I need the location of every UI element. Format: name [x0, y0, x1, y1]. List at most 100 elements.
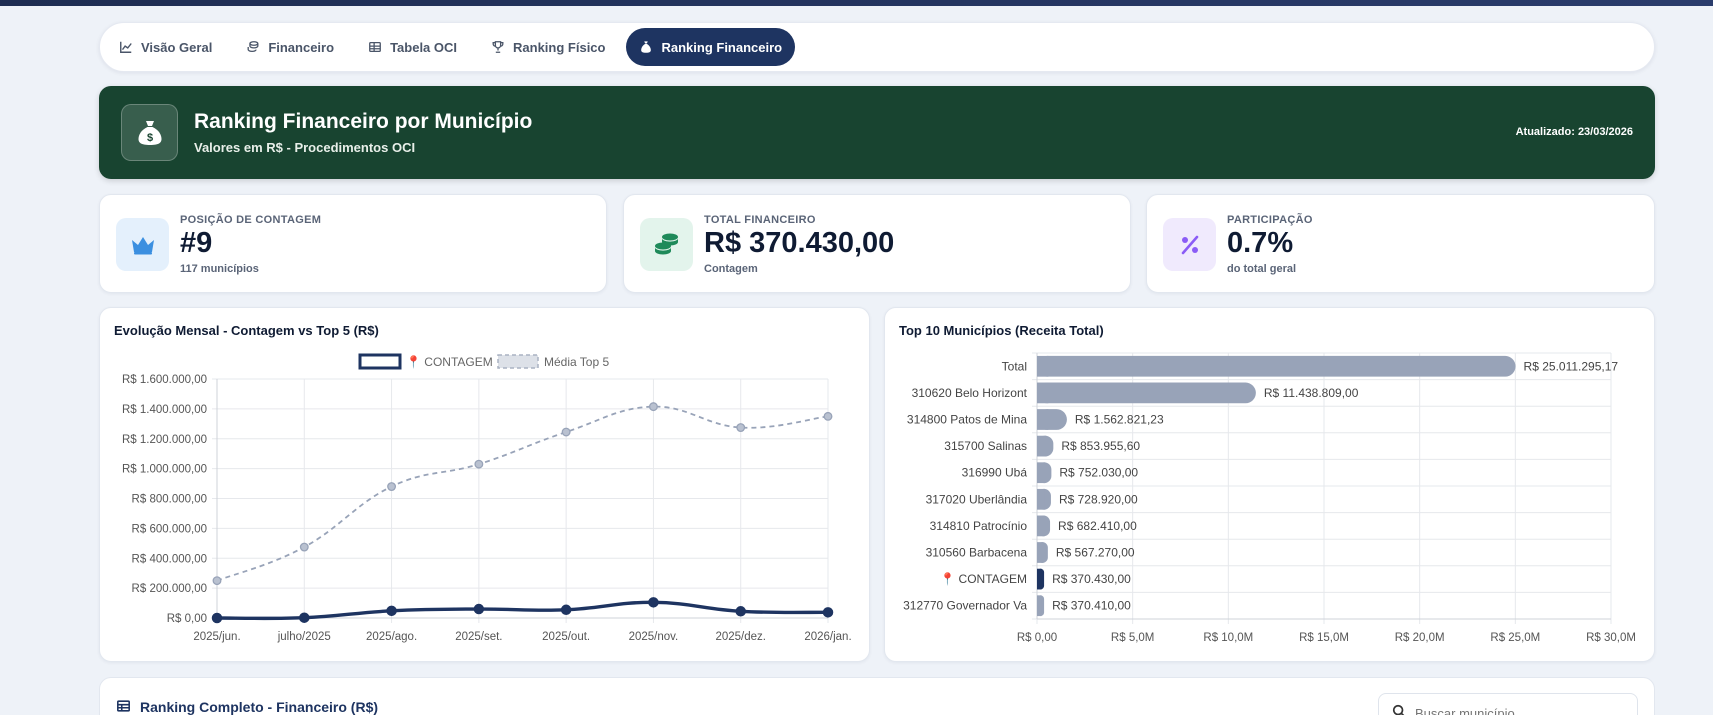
bar-chart: R$ 0,00 R$ 5,0M R$ 10,0M R$ 15,0M R$ 20,0M R$… — [903, 352, 1636, 644]
kpi-position: POSIÇÃO DE CONTAGEM #9 117 municípios — [99, 194, 607, 293]
bar-base — [1037, 382, 1049, 404]
point-contagem — [648, 597, 659, 608]
bar-base — [1037, 355, 1049, 377]
page-title: Ranking Financeiro por Município — [194, 110, 533, 133]
tab-label: Tabela OCI — [390, 39, 458, 55]
tab-ranking-financeiro[interactable]: Ranking Financeiro — [626, 28, 796, 66]
tab-financeiro[interactable]: Financeiro — [233, 28, 347, 66]
x-tick-label: 2026/jan. — [804, 631, 851, 643]
bar-base — [1037, 462, 1046, 484]
tab-ranking-fisico[interactable]: Ranking Físico — [478, 28, 618, 66]
tab-label: Ranking Físico — [513, 39, 606, 55]
table-icon — [369, 41, 381, 53]
x-tick-label: R$ 20,0M — [1395, 632, 1445, 644]
category-label: 316990 Ubá — [962, 466, 1028, 480]
y-tick-label: R$ 1.600.000,00 — [122, 374, 207, 386]
line-chart-icon — [120, 41, 132, 53]
kpi-label: POSIÇÃO DE CONTAGEM — [180, 214, 322, 226]
tab-label: Ranking Financeiro — [661, 39, 783, 55]
nav-tabs: Visão Geral Financeiro Tabela OCI Rankin… — [99, 22, 1655, 72]
kpi-label: TOTAL FINANCEIRO — [704, 214, 816, 226]
tab-label: Financeiro — [268, 39, 335, 55]
bar-value-label: R$ 682.410,00 — [1058, 519, 1137, 533]
money-bag-icon: $ — [121, 104, 178, 161]
bar — [1037, 382, 1256, 404]
bar-value-label: R$ 25.011.295,17 — [1524, 359, 1619, 373]
kpi-value: #9 — [180, 227, 213, 259]
bar-value-label: R$ 1.562.821,23 — [1075, 413, 1164, 427]
coins-icon — [247, 41, 259, 53]
point-media-top5 — [299, 542, 309, 552]
table-icon — [117, 700, 130, 712]
x-tick-label: R$ 30,0M — [1586, 632, 1636, 644]
bar — [1037, 355, 1516, 377]
y-tick-label: R$ 400.000,00 — [132, 553, 207, 565]
y-tick-label: R$ 0,00 — [167, 613, 207, 625]
kpi-total-financeiro: TOTAL FINANCEIRO R$ 370.430,00 Contagem — [623, 194, 1131, 293]
top-strip — [0, 0, 1713, 6]
bar-base — [1037, 542, 1044, 563]
bar-base — [1037, 409, 1049, 430]
page-header: $ Ranking Financeiro por Município Valor… — [99, 86, 1655, 179]
money-bag-icon — [641, 41, 652, 53]
x-tick-label: R$ 5,0M — [1111, 632, 1154, 644]
category-label: Total — [1002, 359, 1027, 373]
kpi-value: 0.7% — [1227, 227, 1294, 259]
x-tick-label: 2025/dez. — [715, 631, 766, 643]
bar-value-label: R$ 567.270,00 — [1056, 546, 1135, 560]
page-subtitle: Valores em R$ - Procedimentos OCI — [194, 140, 416, 155]
category-label: 📍 CONTAGEM — [940, 572, 1027, 586]
trophy-icon — [492, 41, 504, 53]
category-label: 314810 Patrocínio — [930, 519, 1028, 533]
point-contagem — [473, 603, 485, 615]
bar-value-label: R$ 370.430,00 — [1052, 572, 1131, 586]
ranking-title: Ranking Completo - Financeiro (R$) — [140, 699, 379, 715]
y-tick-label: R$ 1.000.000,00 — [122, 464, 207, 476]
y-tick-label: R$ 1.400.000,00 — [122, 404, 207, 416]
y-tick-label: R$ 800.000,00 — [132, 494, 207, 506]
point-contagem — [299, 612, 310, 623]
point-media-top5 — [387, 482, 397, 491]
point-contagem — [211, 612, 223, 624]
point-media-top5 — [736, 423, 746, 432]
bar-chart-panel: Top 10 Municípios (Receita Total) R$ 0,0… — [884, 307, 1655, 662]
legend-label-media-top5: Média Top 5 — [544, 355, 609, 369]
bar-value-label: R$ 752.030,00 — [1059, 466, 1138, 480]
svg-text:$: $ — [146, 132, 152, 144]
ranking-panel: Ranking Completo - Financeiro (R$) — [99, 677, 1655, 715]
bar-value-label: R$ 11.438.809,00 — [1264, 386, 1359, 400]
point-media-top5 — [648, 402, 658, 412]
coins-icon — [640, 218, 693, 271]
x-tick-label: 2025/nov. — [629, 631, 679, 643]
kpi-participacao: PARTICIPAÇÃO 0.7% do total geral — [1146, 194, 1655, 293]
x-tick-label: 2025/jun. — [193, 631, 240, 643]
legend-label-contagem: 📍 CONTAGEM — [406, 355, 493, 369]
category-label: 310560 Barbacena — [926, 546, 1028, 560]
x-tick-label: julho/2025 — [277, 631, 331, 643]
point-contagem — [822, 607, 834, 618]
bar-value-label: R$ 728.920,00 — [1059, 492, 1138, 506]
tab-tabela-oci[interactable]: Tabela OCI — [355, 28, 470, 66]
category-label: 317020 Uberlândia — [926, 492, 1028, 506]
point-contagem — [560, 604, 572, 616]
bar-base — [1037, 515, 1045, 537]
search-input[interactable] — [1378, 693, 1638, 715]
category-label: 310620 Belo Horizont — [912, 386, 1028, 400]
line-chart: R$ 0,00 R$ 200.000,00 R$ 400.000,00 R$ 600.… — [122, 353, 852, 643]
category-label: 312770 Governador Va — [903, 599, 1027, 613]
category-label: 314800 Patos de Mina — [907, 413, 1027, 427]
bar-base — [1037, 488, 1045, 510]
legend-swatch-contagem — [358, 353, 402, 370]
x-tick-label: R$ 15,0M — [1299, 632, 1349, 644]
point-media-top5 — [212, 576, 222, 586]
y-tick-label: R$ 1.200.000,00 — [122, 434, 207, 446]
x-tick-label: R$ 25,0M — [1490, 632, 1540, 644]
bar-base — [1037, 568, 1042, 590]
bar-value-label: R$ 853.955,60 — [1061, 439, 1140, 453]
kpi-label: PARTICIPAÇÃO — [1227, 214, 1313, 226]
point-media-top5 — [474, 459, 484, 469]
chart-title: Evolução Mensal - Contagem vs Top 5 (R$) — [114, 323, 379, 338]
tab-visao-geral[interactable]: Visão Geral — [106, 28, 225, 66]
tab-label: Visão Geral — [141, 39, 213, 55]
chart-title: Top 10 Municípios (Receita Total) — [899, 323, 1104, 338]
